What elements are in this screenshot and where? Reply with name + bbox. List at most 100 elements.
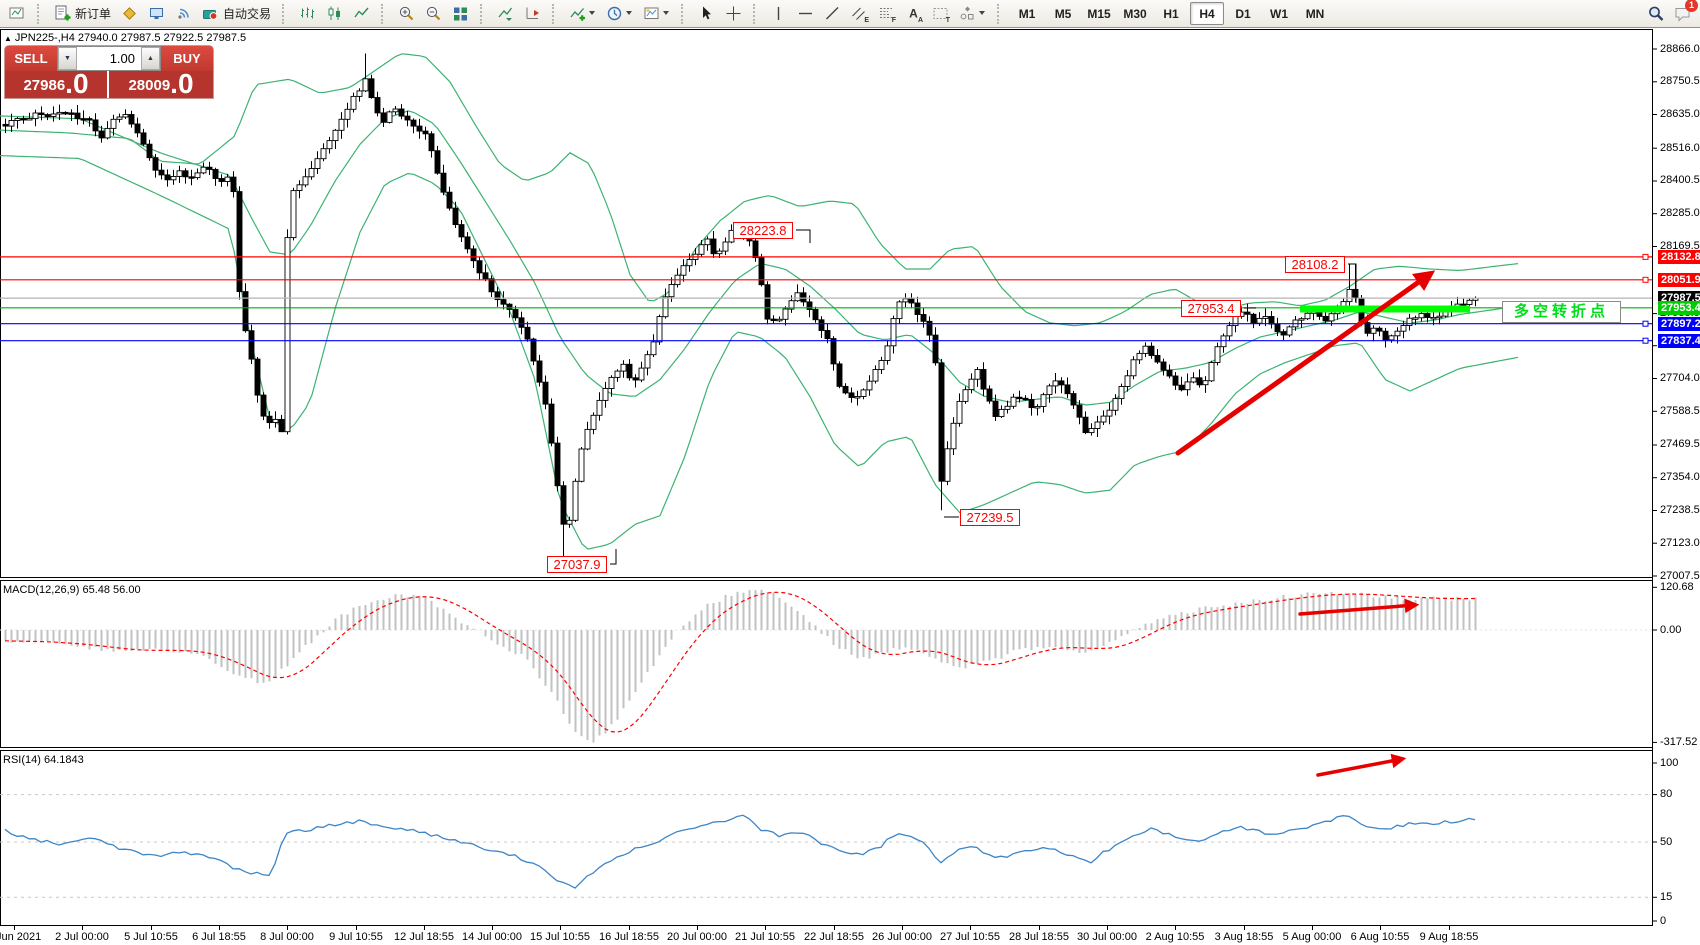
candle-chart-icon — [326, 5, 343, 22]
sell-button[interactable]: SELL — [5, 46, 57, 71]
timeframe-m15-label: M15 — [1087, 6, 1111, 21]
new-order-icon — [54, 5, 71, 22]
tline-icon — [824, 5, 841, 22]
bar-chart-button[interactable] — [295, 1, 320, 26]
vertical-line-button[interactable] — [766, 1, 791, 26]
price-callout-label[interactable]: 27239.5 — [960, 509, 1020, 526]
horizontal-line-button[interactable] — [793, 1, 818, 26]
toolbar-separator — [997, 3, 1005, 24]
auto-scroll-button[interactable] — [493, 1, 518, 26]
chart-shift-button[interactable] — [520, 1, 545, 26]
annotation-label[interactable]: 多空转折点 — [1502, 301, 1621, 323]
timeframe-mn[interactable]: MN — [1298, 2, 1332, 25]
clock-icon — [606, 5, 623, 22]
trendline-button[interactable] — [820, 1, 845, 26]
crosshair-button[interactable] — [721, 1, 746, 26]
zoom-out-icon — [425, 5, 442, 22]
cursor-button[interactable] — [694, 1, 719, 26]
timeframe-m1-label: M1 — [1018, 6, 1036, 21]
auto-scroll-icon — [497, 5, 514, 22]
timeframe-d1-label: D1 — [1235, 6, 1251, 21]
toolbar-separator — [37, 3, 45, 24]
toolbar-separator — [480, 3, 488, 24]
crosshair-icon — [725, 5, 742, 22]
gold-icon — [121, 5, 138, 22]
sell-price-main: 27986 — [23, 77, 66, 94]
labelT-glyph: T — [945, 17, 951, 24]
timeframe-w1-label: W1 — [1270, 6, 1289, 21]
zoom-out-button[interactable] — [421, 1, 446, 26]
equidistant-channel-button[interactable]: E — [847, 1, 872, 26]
periods-button[interactable] — [602, 1, 637, 26]
auto-trading-button-label: 自动交易 — [223, 7, 272, 21]
channel-icon: E — [851, 5, 870, 24]
fibonacci-button[interactable]: F — [874, 1, 899, 26]
timeframe-w1[interactable]: W1 — [1262, 2, 1296, 25]
zoom-in-button[interactable] — [394, 1, 419, 26]
charts-icon — [9, 5, 26, 22]
timeframe-h1[interactable]: H1 — [1154, 2, 1188, 25]
buy-price-main: 28009 — [128, 77, 171, 94]
signals-button[interactable] — [171, 1, 196, 26]
fibo-icon: F — [878, 5, 896, 24]
price-callout-label[interactable]: 28108.2 — [1285, 256, 1345, 273]
templates-button[interactable] — [639, 1, 674, 26]
channel-glyph: E — [864, 17, 870, 24]
notifications-button[interactable]: 1 — [1670, 0, 1698, 26]
timeframe-h4[interactable]: H4 — [1190, 2, 1225, 25]
dropdown-caret-icon[interactable] — [663, 11, 670, 16]
candlestick-chart-button[interactable] — [322, 1, 347, 26]
text-label-button[interactable]: T — [928, 1, 953, 26]
buy-price-big: .0 — [170, 68, 194, 99]
buy-button[interactable]: BUY — [161, 46, 213, 71]
charts-window-button[interactable] — [5, 1, 30, 26]
shapes-icon — [959, 5, 976, 22]
market-watch-button[interactable] — [117, 1, 142, 26]
price-callout-label[interactable]: 27953.4 — [1181, 300, 1241, 317]
notification-badge: 1 — [1685, 0, 1698, 12]
volume-increase-button[interactable]: ▲ — [141, 47, 160, 70]
shapes-button[interactable] — [955, 1, 990, 26]
buy-price[interactable]: 28009.0 — [109, 68, 213, 99]
trend-arrow-rsi — [1316, 753, 1407, 777]
timeframe-d1[interactable]: D1 — [1226, 2, 1260, 25]
timeframe-m5[interactable]: M5 — [1046, 2, 1080, 25]
monitor-icon — [148, 5, 165, 22]
indicators-button[interactable] — [565, 1, 600, 26]
vline-icon — [770, 5, 787, 22]
timeframe-m1[interactable]: M1 — [1010, 2, 1044, 25]
navigator-button[interactable] — [144, 1, 169, 26]
dropdown-caret-icon[interactable] — [626, 11, 633, 16]
dropdown-caret-icon[interactable] — [589, 11, 596, 16]
timeframe-m30[interactable]: M30 — [1118, 2, 1152, 25]
hline-icon — [797, 5, 814, 22]
volume-decrease-button[interactable]: ▼ — [58, 47, 77, 70]
main-chart-panel — [0, 53, 1652, 568]
line-chart-button[interactable] — [349, 1, 374, 26]
rsi-line — [4, 814, 1476, 889]
search-button[interactable] — [1643, 1, 1668, 26]
volume-input[interactable]: 1.00 — [109, 51, 135, 66]
price-callout-label[interactable]: 28223.8 — [733, 222, 793, 239]
bollinger-upper-band — [0, 53, 1519, 327]
sell-price[interactable]: 27986.0 — [5, 70, 109, 98]
dropdown-caret-icon[interactable] — [979, 11, 986, 16]
tile-icon — [452, 5, 469, 22]
toolbar-separator — [753, 3, 761, 24]
new-order-button[interactable]: 新订单 — [50, 1, 115, 26]
cursor-icon — [698, 5, 715, 22]
one-click-trading-panel: SELL ▼ 1.00 ▲ BUY 27986.0 28009.0 — [5, 46, 213, 98]
zoom-in-icon — [398, 5, 415, 22]
timeframe-m15[interactable]: M15 — [1082, 2, 1116, 25]
auto-trading-button[interactable]: 自动交易 — [198, 1, 275, 26]
price-callout-label[interactable]: 27037.9 — [547, 556, 607, 573]
macd-signal-line — [4, 591, 1476, 733]
toolbar: 新订单 自动交易 E F A A T M1 M5 M15 M30 H1 H4 D1 W1 MN 1 — [0, 0, 1700, 28]
timeframe-h1-label: H1 — [1163, 6, 1179, 21]
volume-field: ▼ 1.00 ▲ — [57, 46, 161, 71]
tile-windows-button[interactable] — [448, 1, 473, 26]
timeframe-m30-label: M30 — [1123, 6, 1147, 21]
magnifier-icon — [1647, 5, 1664, 22]
